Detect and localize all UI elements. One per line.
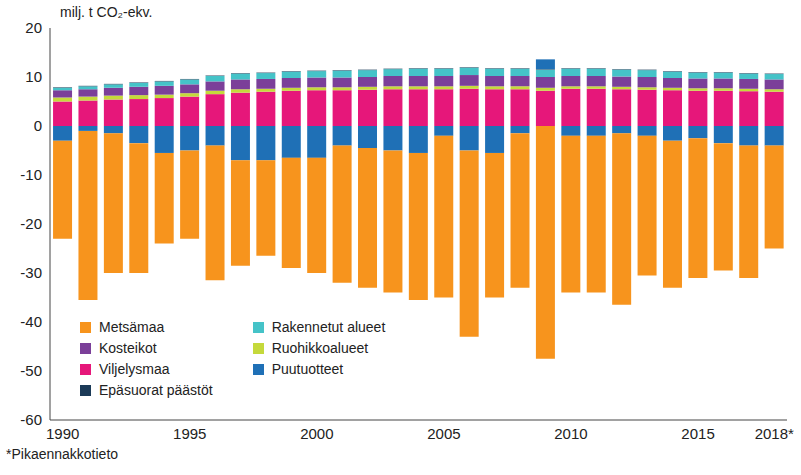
svg-text:1995: 1995 — [173, 425, 206, 442]
html-text:Epäsuorat päästöt: Epäsuorat päästöt — [99, 382, 213, 398]
svg-text:2005: 2005 — [427, 425, 460, 442]
svg-text:20: 20 — [25, 19, 42, 36]
html-text:Kosteikot: Kosteikot — [99, 340, 157, 356]
svg-text:-30: -30 — [20, 264, 42, 281]
html-text:Ruohikkoalueet: Ruohikkoalueet — [271, 340, 369, 356]
html-text:Metsämaa: Metsämaa — [99, 319, 165, 335]
html-text:*Pikaennakkotieto: *Pikaennakkotieto — [6, 446, 119, 462]
html-text:Puutuotteet: Puutuotteet — [271, 361, 344, 377]
svg-text:2015: 2015 — [681, 425, 714, 442]
svg-text:0: 0 — [34, 117, 42, 134]
svg-text:2010: 2010 — [554, 425, 587, 442]
svg-text:-10: -10 — [20, 166, 42, 183]
svg-text:10: 10 — [25, 68, 42, 85]
svg-text:1990: 1990 — [46, 425, 79, 442]
html-text:Viljelysmaa: Viljelysmaa — [99, 361, 170, 377]
svg-text:-20: -20 — [20, 215, 42, 232]
html-text:Rakennetut alueet: Rakennetut alueet — [271, 319, 386, 335]
svg-text:-40: -40 — [20, 313, 42, 330]
svg-text:2000: 2000 — [300, 425, 333, 442]
svg-text:2018*: 2018* — [755, 425, 794, 442]
svg-text:-50: -50 — [20, 362, 42, 379]
html-text:milj. t CO₂-ekv.: milj. t CO₂-ekv. — [60, 4, 153, 20]
svg-text:-60: -60 — [20, 411, 42, 428]
